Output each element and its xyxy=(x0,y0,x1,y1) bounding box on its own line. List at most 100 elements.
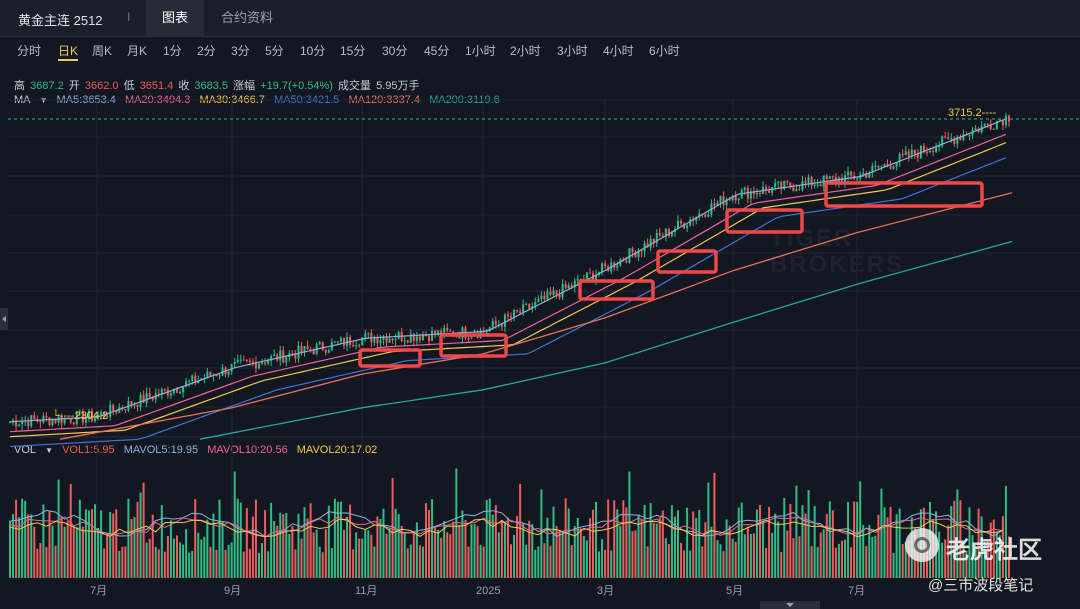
candle-body-103 xyxy=(321,342,324,351)
vol-dropdown-icon[interactable]: ▼ xyxy=(45,446,53,455)
period-9[interactable]: 15分 xyxy=(340,44,366,58)
vol-bar-82 xyxy=(257,552,260,578)
volume-label: 成交量 xyxy=(338,80,372,92)
period-2[interactable]: 周K xyxy=(92,44,113,58)
vol-bar-62 xyxy=(197,532,200,578)
vol-bar-12 xyxy=(45,547,48,578)
vol-bar-55 xyxy=(176,535,178,578)
candle-body-259 xyxy=(795,189,798,192)
vol-bar-156 xyxy=(482,546,485,578)
vol-title[interactable]: VOL xyxy=(14,444,37,456)
tab-chart[interactable]: 图表 xyxy=(146,0,205,36)
period-12[interactable]: 1小时 xyxy=(465,44,496,58)
vol-bar-129 xyxy=(400,526,403,578)
candle-body-179 xyxy=(552,290,555,295)
candle-body-42 xyxy=(136,404,139,408)
period-16[interactable]: 6小时 xyxy=(649,44,680,58)
vol-bar-35 xyxy=(115,509,118,578)
vol-bar-203 xyxy=(625,507,628,578)
vol-bar-239 xyxy=(734,541,737,578)
candle-body-250 xyxy=(768,189,771,193)
candle-body-318 xyxy=(974,128,977,131)
candle-body-285 xyxy=(874,165,877,167)
vol-bar-231 xyxy=(710,526,713,578)
vol-bar-219 xyxy=(673,516,676,578)
tab-contract-info[interactable]: 合约资料 xyxy=(221,10,274,25)
vol-bar-168 xyxy=(519,483,522,578)
candle-body-223 xyxy=(686,225,689,229)
period-8[interactable]: 10分 xyxy=(300,44,326,58)
vol-bar-228 xyxy=(701,546,704,578)
vol-bar-195 xyxy=(601,539,604,578)
vol-bar-48 xyxy=(154,546,157,578)
vol-bar-85 xyxy=(267,551,270,578)
bottom-expand-handle[interactable] xyxy=(760,601,820,609)
period-10[interactable]: 30分 xyxy=(382,44,408,58)
vol-bar-309 xyxy=(947,525,950,578)
candle-body-323 xyxy=(989,124,992,129)
candle-body-227 xyxy=(698,213,701,217)
candle-body-174 xyxy=(537,299,540,302)
x-tick-1: 9月 xyxy=(224,585,241,597)
vol-bar-214 xyxy=(658,517,661,578)
period-4[interactable]: 1分 xyxy=(163,44,182,58)
ma20-line xyxy=(9,133,1007,433)
vol-bar-69 xyxy=(218,499,221,578)
period-6[interactable]: 3分 xyxy=(231,44,250,58)
vol-bar-259 xyxy=(795,485,798,578)
candle-body-321 xyxy=(983,123,986,126)
candle-body-20 xyxy=(69,418,72,423)
x-tick-0: 7月 xyxy=(90,585,107,597)
period-15[interactable]: 4小时 xyxy=(603,44,634,58)
candle-body-289 xyxy=(886,164,889,166)
candle-body-312 xyxy=(956,137,959,144)
candle-body-62 xyxy=(197,380,200,383)
candle-body-142 xyxy=(440,330,443,336)
period-0[interactable]: 分时 xyxy=(17,44,42,58)
vol-bar-89 xyxy=(279,512,282,578)
brand-line2: BROKERS xyxy=(770,251,905,278)
vol-bar-306 xyxy=(938,531,941,578)
vol-bar-224 xyxy=(689,550,692,578)
candle-body-286 xyxy=(877,165,880,168)
candle-body-254 xyxy=(780,181,783,189)
candle-body-93 xyxy=(291,353,294,355)
candle-body-28 xyxy=(94,417,97,422)
vol-bar-47 xyxy=(151,514,154,578)
vol-bar-104 xyxy=(324,529,327,578)
candle-body-152 xyxy=(470,336,473,339)
period-11[interactable]: 45分 xyxy=(424,44,450,58)
candle-body-187 xyxy=(576,278,579,281)
period-13[interactable]: 2小时 xyxy=(510,44,541,58)
candle-body-263 xyxy=(807,177,810,183)
candle-body-324 xyxy=(992,128,995,130)
candle-body-143 xyxy=(443,327,446,336)
vol-bar-191 xyxy=(588,518,591,578)
period-14[interactable]: 3小时 xyxy=(557,44,588,58)
candle-body-177 xyxy=(546,291,549,300)
candle-body-296 xyxy=(907,151,910,157)
vol-bar-80 xyxy=(251,516,254,578)
vol-bar-38 xyxy=(124,546,127,578)
period-1[interactable]: 日K xyxy=(58,44,79,58)
period-3[interactable]: 月K xyxy=(127,44,148,58)
highlight-box-0 xyxy=(358,348,422,368)
vol-bar-109 xyxy=(339,501,342,578)
period-7[interactable]: 5分 xyxy=(265,44,284,58)
candle-body-313 xyxy=(959,137,962,141)
author-watermark: @三市波段笔记 xyxy=(928,577,1034,594)
candle-body-85 xyxy=(267,360,270,364)
candle-body-164 xyxy=(506,314,509,317)
vol-bar-210 xyxy=(646,546,649,578)
candle-body-196 xyxy=(604,263,607,267)
candle-body-299 xyxy=(916,154,919,158)
vol-bar-118 xyxy=(367,530,370,578)
vol-bar-46 xyxy=(148,538,151,578)
candle-body-0 xyxy=(9,421,11,423)
side-collapse-handle[interactable] xyxy=(0,308,8,330)
candle-body-269 xyxy=(825,175,828,180)
period-5[interactable]: 2分 xyxy=(197,44,216,58)
vol-bar-314 xyxy=(962,542,965,578)
vol-bar-187 xyxy=(576,518,579,578)
